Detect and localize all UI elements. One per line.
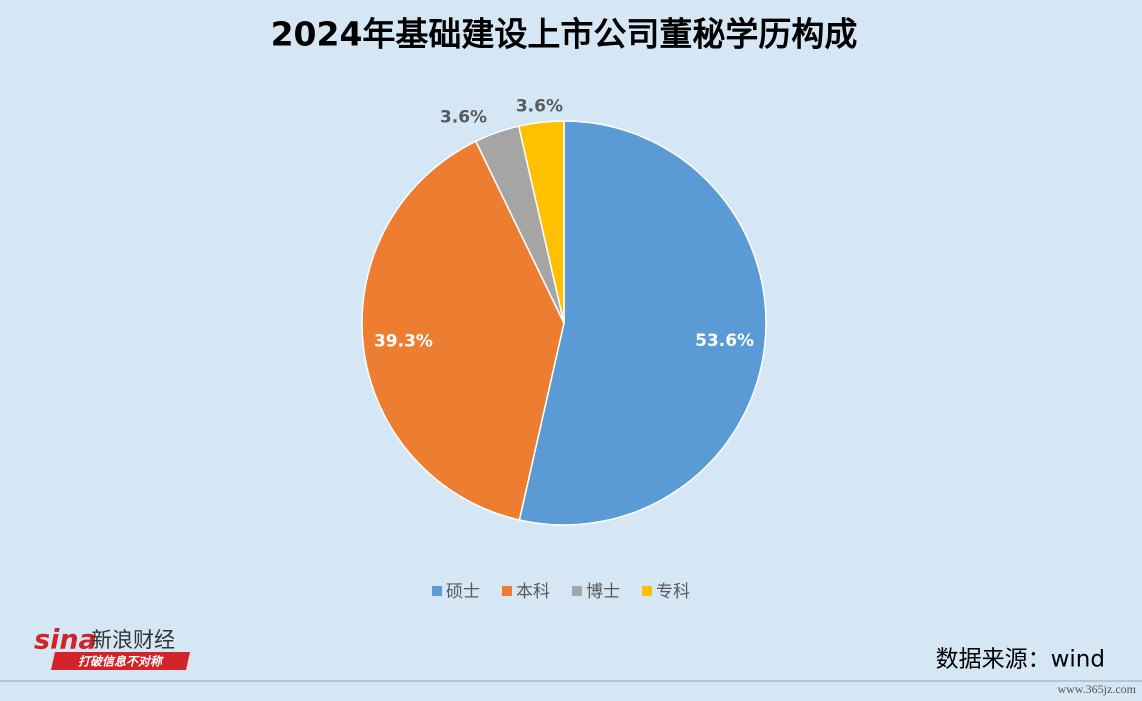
legend-label: 本科 <box>516 582 550 602</box>
legend-swatch <box>502 586 512 596</box>
logo: sina <box>34 625 97 656</box>
legend-label: 博士 <box>586 582 620 602</box>
legend-swatch <box>432 586 442 596</box>
data-label: 3.6% <box>440 107 487 127</box>
data-label: 39.3% <box>374 331 433 351</box>
pie-slice <box>517 120 565 324</box>
source: 数据来源：wind <box>936 647 1105 673</box>
chart-title: 2024年基础建设上市公司董秘学历构成 <box>271 15 858 54</box>
legend-label: 专科 <box>656 582 690 602</box>
pie-slice <box>361 140 565 521</box>
legend-swatch <box>642 586 652 596</box>
pie-slice <box>518 120 767 526</box>
data-label: 3.6% <box>516 96 563 116</box>
brand-name: 新浪财经 <box>91 628 175 652</box>
data-label: 53.6% <box>695 331 754 351</box>
legend-swatch <box>572 586 582 596</box>
legend-label: 硕士 <box>446 582 480 602</box>
slogan-bar <box>51 652 190 670</box>
watermark: www.365jz.com <box>1057 682 1136 696</box>
slogan: 打破信息不对称 <box>78 655 164 669</box>
